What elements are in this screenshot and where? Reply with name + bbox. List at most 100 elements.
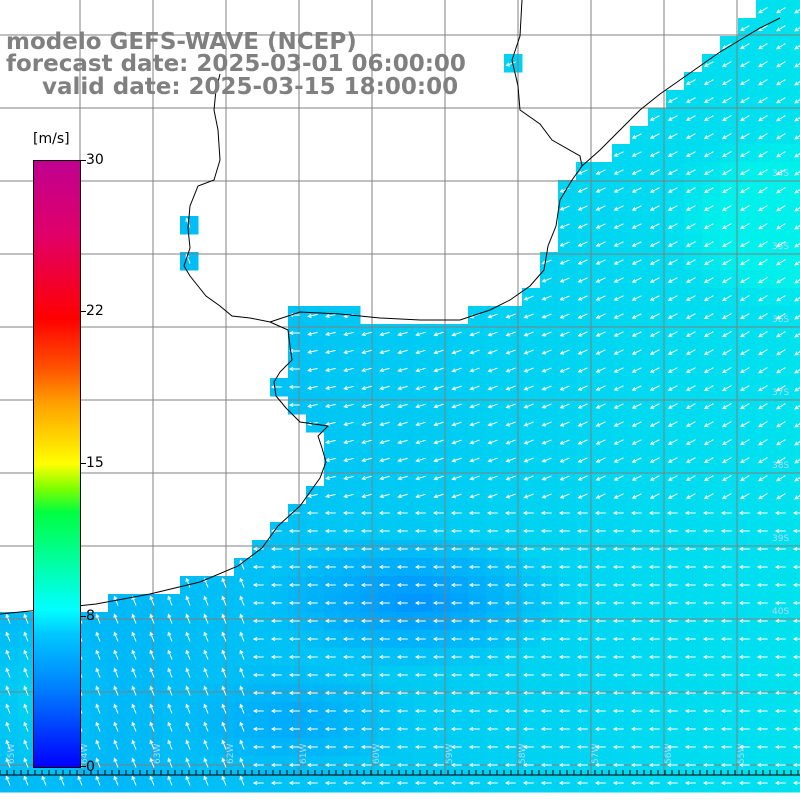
wind-arrow (613, 403, 624, 409)
wind-arrow (577, 313, 588, 319)
wind-arrow (666, 672, 678, 678)
wind-arrow (756, 636, 768, 642)
wind-speed-cell (792, 162, 800, 181)
wind-arrow (684, 708, 696, 714)
wind-arrow (703, 457, 714, 463)
wind-arrow (720, 690, 732, 696)
wind-arrow (343, 493, 354, 499)
longitude-label: 65W (7, 744, 17, 764)
colorbar-tick-0 (80, 766, 86, 767)
wind-arrow (221, 757, 227, 768)
wind-arrow (667, 169, 678, 175)
wind-arrow (131, 721, 137, 732)
wind-arrow (649, 385, 660, 391)
wind-arrow (523, 313, 534, 319)
wind-arrow (685, 313, 696, 319)
wind-arrow (433, 367, 444, 373)
wind-arrow (343, 349, 354, 355)
wind-arrow (239, 631, 245, 642)
wind-arrow (252, 654, 264, 660)
wind-arrow (559, 331, 570, 337)
wind-arrow (450, 654, 462, 660)
wind-arrow (167, 667, 173, 678)
wind-arrow (648, 708, 660, 714)
wind-arrow (131, 775, 137, 786)
wind-arrow (577, 367, 588, 373)
wind-arrow (649, 475, 660, 481)
wind-arrow (738, 780, 750, 786)
wind-arrow (738, 564, 750, 570)
wind-arrow (378, 690, 390, 696)
wind-arrow (252, 564, 264, 570)
wind-arrow (343, 403, 354, 409)
wind-arrow (792, 528, 800, 534)
wind-arrow (5, 649, 11, 660)
wind-arrow (702, 726, 714, 732)
wind-arrow (631, 421, 642, 427)
wind-speed-cell (792, 252, 800, 271)
wind-arrow (776, 457, 786, 464)
colorbar-tick-15 (80, 463, 86, 464)
wind-arrow (239, 649, 245, 660)
wind-arrow (630, 546, 642, 552)
wind-arrow (360, 510, 372, 516)
wind-arrow (396, 564, 408, 570)
wind-arrow (450, 726, 462, 732)
wind-arrow (469, 439, 480, 445)
wind-arrow (432, 726, 444, 732)
wind-arrow (612, 654, 624, 660)
wind-arrow (559, 187, 570, 193)
wind-arrow (486, 726, 498, 732)
wind-arrow (576, 546, 588, 552)
wind-arrow (505, 457, 516, 463)
wind-arrow (612, 672, 624, 678)
wind-arrow (522, 582, 534, 588)
wind-arrow (167, 649, 173, 660)
wind-arrow (794, 279, 800, 284)
wind-arrow (576, 780, 588, 786)
wind-arrow (450, 600, 462, 606)
wind-arrow (702, 690, 714, 696)
coastline-brazil (581, 17, 781, 167)
wind-speed-cell (792, 108, 800, 127)
wind-arrow (576, 654, 588, 660)
wind-arrow (486, 582, 498, 588)
wind-arrow (541, 313, 552, 319)
wind-arrow (343, 367, 354, 373)
wind-arrow (703, 205, 714, 211)
wind-arrow (288, 708, 300, 714)
wind-arrow (756, 528, 768, 534)
wind-arrow (342, 762, 354, 768)
wind-arrow (722, 403, 732, 409)
wind-arrow (776, 223, 786, 230)
wind-arrow (631, 223, 642, 229)
wind-arrow (666, 582, 678, 588)
wind-speed-cell (792, 324, 800, 343)
wind-arrow (758, 457, 768, 464)
wind-arrow (131, 613, 137, 624)
wind-arrow (5, 721, 11, 732)
wind-arrow (270, 600, 282, 606)
wind-arrow (469, 421, 480, 427)
wind-arrow (667, 133, 678, 139)
wind-arrow (505, 367, 516, 373)
wind-arrow (432, 546, 444, 552)
wind-arrow (167, 703, 173, 714)
wind-arrow (776, 79, 786, 86)
wind-arrow (396, 708, 408, 714)
wind-arrow (396, 600, 408, 606)
wind-arrow (595, 367, 606, 373)
wind-arrow (792, 690, 800, 696)
wind-arrow (758, 169, 768, 176)
wind-arrow (738, 528, 750, 534)
wind-arrow (794, 315, 800, 320)
wind-arrow (738, 654, 750, 660)
wind-arrow (342, 636, 354, 642)
wind-arrow (792, 510, 800, 516)
wind-arrow (522, 672, 534, 678)
wind-arrow (397, 457, 408, 463)
wind-arrow (613, 187, 624, 193)
wind-arrow (469, 349, 480, 355)
wind-arrow (451, 385, 462, 391)
